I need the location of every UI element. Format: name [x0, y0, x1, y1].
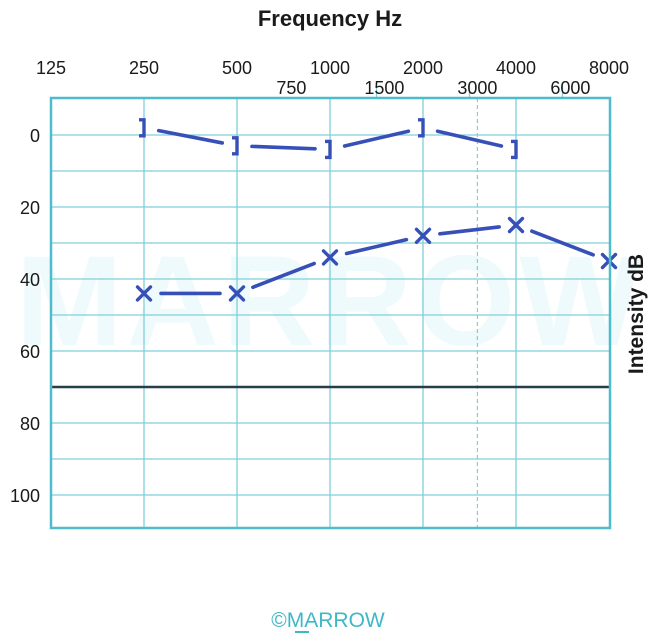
y-tick-label: 0: [30, 126, 40, 146]
x-axis-title: Frequency Hz: [258, 6, 402, 31]
x-tick-label: 500: [222, 58, 252, 78]
bone-conduction-marker: [232, 136, 239, 156]
x-tick-label: 8000: [589, 58, 629, 78]
air-conduction-marker: [228, 285, 246, 302]
y-tick-label: 40: [20, 270, 40, 290]
air-conduction-marker: [414, 227, 432, 244]
x-subtick-label: 1500: [364, 78, 404, 98]
x-tick-label: 2000: [403, 58, 443, 78]
bone-conduction-marker: [139, 118, 146, 138]
x-tick-label: 125: [36, 58, 66, 78]
y-tick-label: 80: [20, 414, 40, 434]
series-segment: [344, 237, 409, 256]
series-segment: [250, 144, 317, 151]
grid: [51, 84, 610, 528]
x-subtick-label: 3000: [457, 78, 497, 98]
y-tick-label: 100: [10, 486, 40, 506]
x-tick-label: 1000: [310, 58, 350, 78]
x-subtick-label: 750: [276, 78, 306, 98]
air-conduction-marker: [135, 285, 153, 302]
copyright-text: ©MARROW: [271, 609, 385, 632]
series-segment: [342, 129, 411, 148]
x-tick-label: 4000: [496, 58, 536, 78]
plot-border: [49, 96, 612, 530]
y-axis-title: Intensity dB: [625, 254, 648, 374]
data-series: [135, 118, 618, 302]
series-segment: [251, 261, 316, 290]
bone-conduction-marker: [418, 118, 425, 138]
y-tick-label: 60: [20, 342, 40, 362]
x-subtick-label: 6000: [550, 78, 590, 98]
x-tick-label: 250: [129, 58, 159, 78]
bone-conduction-marker: [511, 139, 518, 160]
series-segment: [530, 229, 595, 257]
bone-conduction-marker: [325, 139, 332, 160]
series-segment: [438, 225, 501, 236]
series-segment: [156, 128, 225, 145]
series-segment: [435, 129, 504, 148]
air-conduction-marker: [507, 216, 525, 234]
y-tick-label: 20: [20, 198, 40, 218]
air-conduction-marker: [321, 249, 339, 266]
